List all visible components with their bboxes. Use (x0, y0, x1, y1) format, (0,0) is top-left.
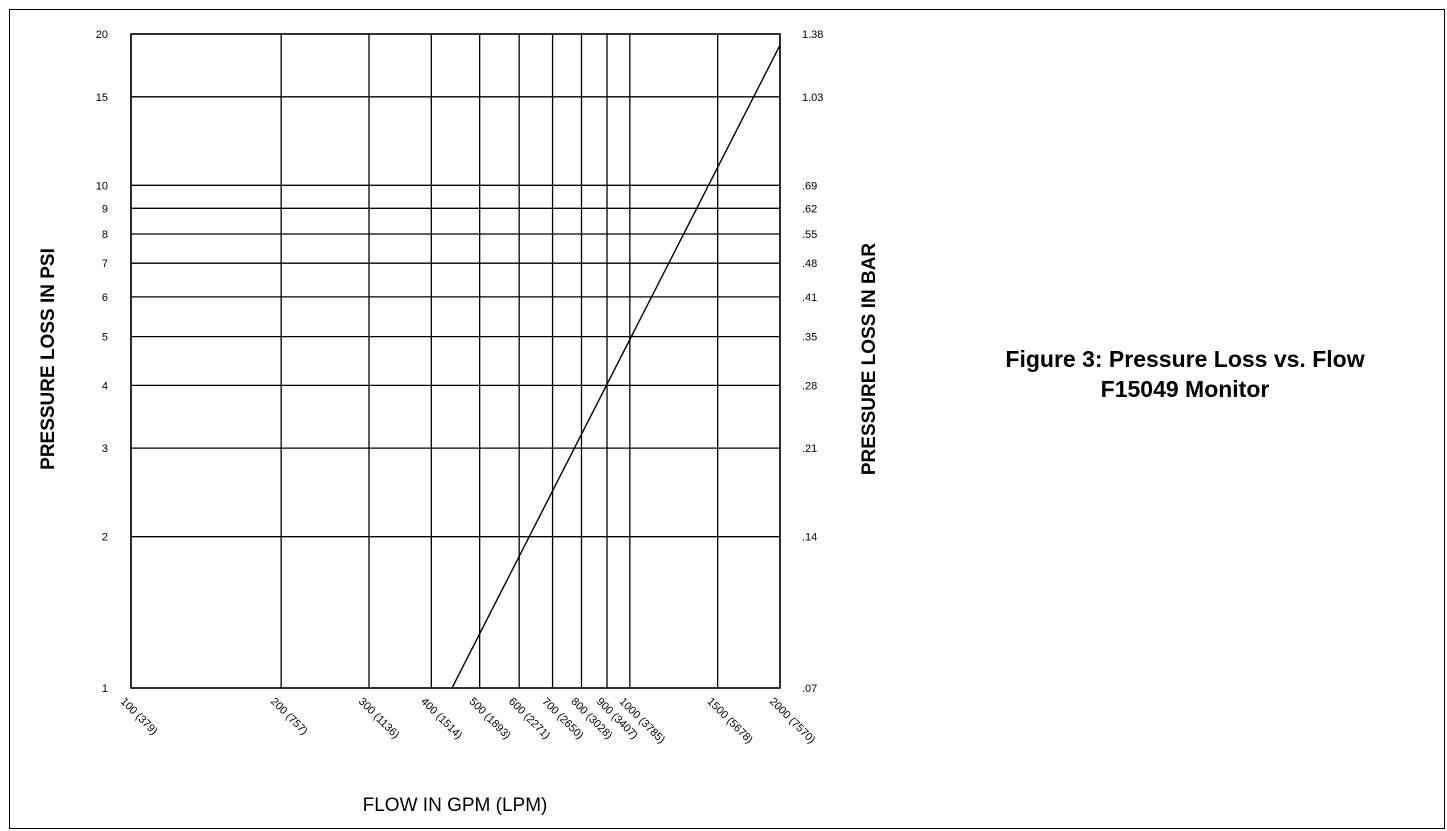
y-tick-label: 15 (96, 92, 108, 104)
y2-tick-label: .07 (802, 683, 817, 695)
x-tick-label: 300 (1136) (356, 696, 402, 742)
y-tick-label: 4 (102, 380, 108, 392)
y-tick-label: 20 (96, 29, 108, 41)
chart-series (451, 44, 781, 689)
figure-caption-subtitle: F15049 Monitor (1100, 376, 1270, 402)
y2-tick-label: 1.38 (802, 29, 823, 41)
y-tick-label: 10 (96, 180, 108, 192)
plot-border (130, 33, 781, 689)
x-tick-label: 400 (1514) (418, 696, 464, 742)
x-tick-label: 200 (757) (268, 696, 310, 738)
y2-axis-label: PRESSURE LOSS IN BAR (859, 243, 880, 476)
y2-tick-label: .69 (802, 180, 817, 192)
chart-tick-labels: 100 (379) 200 (757) 300 (1136) 400 (1514) 50… (96, 29, 824, 746)
y2-tick-label: .62 (802, 203, 817, 215)
y-tick-label: 2 (102, 532, 108, 544)
y2-tick-label: .21 (802, 443, 817, 455)
y-tick-label: 8 (102, 229, 108, 241)
chart-grid (130, 33, 781, 689)
figure-frame (9, 9, 1445, 829)
y-tick-label: 6 (102, 292, 108, 304)
x-tick-label: 2000 (7570) (767, 696, 817, 746)
y-tick-label: 3 (102, 443, 108, 455)
y-axis-label: PRESSURE LOSS IN PSI (38, 248, 59, 470)
y2-tick-label: .55 (802, 229, 817, 241)
y2-tick-label: .28 (802, 380, 817, 392)
x-tick-label: 500 (1893) (467, 696, 513, 742)
x-tick-label: 100 (379) (118, 696, 160, 738)
figure-caption-title: Figure 3: Pressure Loss vs. Flow (1005, 346, 1365, 372)
y2-tick-label: .41 (802, 292, 817, 304)
y2-tick-label: .48 (802, 258, 817, 270)
x-axis-label: FLOW IN GPM (LPM) (363, 795, 548, 816)
y-tick-label: 5 (102, 332, 108, 344)
y2-tick-label: .35 (802, 332, 817, 344)
y2-tick-label: .14 (802, 532, 817, 544)
y-tick-label: 9 (102, 203, 108, 215)
y-tick-label: 7 (102, 258, 108, 270)
x-tick-label: 1500 (5678) (705, 696, 755, 746)
y-tick-label: 1 (102, 683, 108, 695)
pressure-loss-line (451, 44, 781, 689)
y2-tick-label: 1.03 (802, 92, 823, 104)
